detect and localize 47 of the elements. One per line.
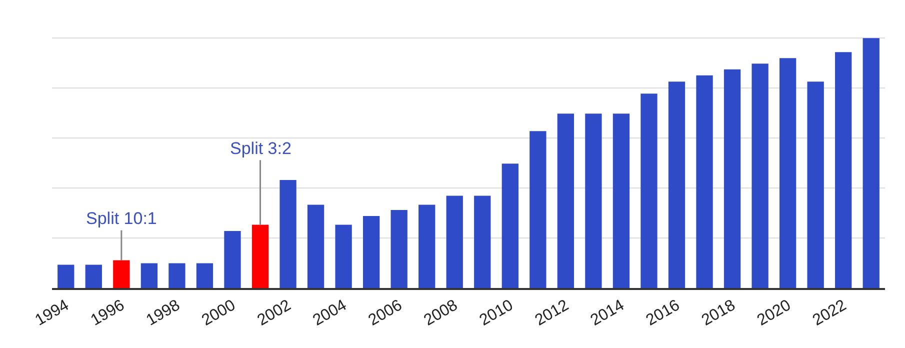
bar — [418, 204, 436, 288]
x-tick-label: 2012 — [532, 296, 572, 330]
bar — [696, 75, 713, 288]
bar — [252, 224, 269, 288]
bar — [196, 263, 214, 288]
bar — [335, 224, 352, 288]
bar — [612, 114, 630, 288]
x-tick-label: 2006 — [366, 296, 406, 330]
annotation: Split 3:2 — [230, 139, 292, 158]
bar — [58, 264, 74, 288]
x-tick-label: 2000 — [199, 296, 239, 330]
bar — [835, 52, 852, 288]
bar — [502, 164, 518, 288]
x-tick-label: 2016 — [643, 296, 683, 330]
bar — [557, 114, 574, 288]
bar — [530, 131, 546, 288]
bar — [362, 216, 380, 288]
bar — [307, 204, 324, 288]
bar — [224, 231, 241, 288]
x-tick-label: 2004 — [310, 296, 350, 330]
bar — [668, 82, 686, 288]
bar — [280, 180, 296, 288]
x-tick-label: 1996 — [88, 296, 128, 330]
x-tick-label: 2018 — [698, 296, 738, 330]
bar — [390, 210, 408, 288]
bar — [640, 94, 658, 288]
x-tick-label: 2008 — [421, 296, 461, 330]
annotation: Split 10:1 — [86, 209, 157, 228]
x-tick-label: 2020 — [754, 296, 794, 330]
bar — [474, 196, 491, 288]
x-tick-label: 1998 — [144, 296, 184, 330]
bar — [168, 263, 186, 288]
x-tick-label: 2002 — [254, 296, 294, 330]
x-tick-label: 2014 — [588, 296, 628, 330]
bar — [779, 58, 796, 288]
bar — [724, 69, 741, 288]
bar — [113, 260, 130, 288]
bar — [752, 64, 768, 288]
x-tick-label: 1994 — [32, 296, 72, 330]
bar — [807, 82, 824, 288]
x-tick-label: 2010 — [476, 296, 516, 330]
bar — [862, 38, 880, 288]
bar — [140, 263, 158, 288]
bar — [585, 114, 602, 288]
bar — [446, 196, 463, 288]
bar — [85, 264, 102, 288]
x-tick-label: 2022 — [810, 296, 850, 330]
